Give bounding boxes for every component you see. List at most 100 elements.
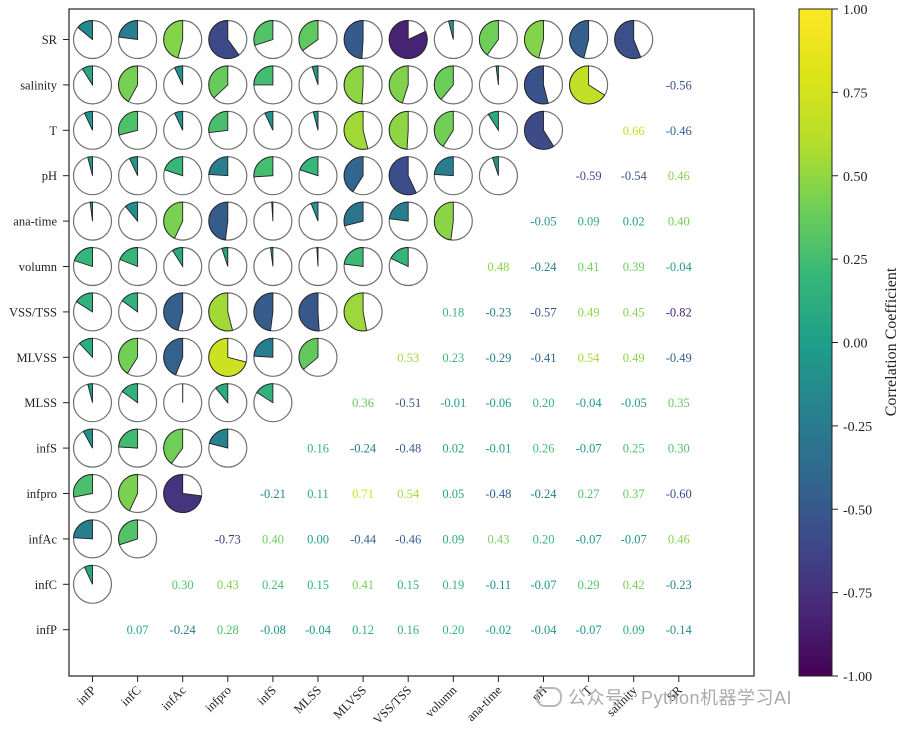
plot-frame (68, 8, 755, 677)
corr-value-infC-ana-time: -0.11 (486, 578, 512, 592)
corr-value-infS-T: -0.07 (576, 442, 602, 456)
pie-infS-infC (118, 428, 158, 468)
corr-value-salinity-SR: -0.56 (666, 78, 692, 92)
pie-MLVSS-infP (72, 337, 113, 377)
pie-pH-infpro (208, 156, 248, 196)
corr-value-ana-time-pH: -0.05 (530, 215, 556, 229)
x-tick-label: infS (254, 683, 279, 708)
pie-slice (118, 519, 139, 546)
pie-slice (163, 201, 184, 239)
pie-pH-ana-time (478, 156, 518, 196)
pie-slice (124, 201, 139, 223)
pie-SR-volumn (433, 19, 473, 60)
corr-value-infP-infAc: -0.24 (170, 623, 197, 637)
y-tick-label: pH (42, 169, 57, 183)
colorbar-tick-label: -0.25 (843, 420, 872, 435)
pie-slice (316, 247, 319, 267)
corr-value-MLSS-ana-time: -0.06 (485, 396, 511, 410)
pie-slice (73, 247, 93, 268)
pie-slice (271, 201, 274, 222)
pie-MLVSS-infpro (208, 337, 248, 377)
pie-SR-ana-time (478, 19, 518, 60)
pie-slice (343, 201, 364, 227)
corr-value-infS-volumn: 0.02 (442, 442, 464, 456)
pie-pH-MLSS (298, 156, 338, 196)
corr-value-infpro-infS: -0.21 (260, 487, 286, 501)
pie-ana-time-infAc (163, 201, 203, 241)
corr-value-infP-volumn: 0.20 (442, 623, 464, 637)
colorbar-tick-label: 0.75 (843, 86, 868, 101)
corr-value-infAc-infS: 0.40 (262, 532, 284, 546)
corr-value-ana-time-SR: 0.40 (668, 215, 690, 229)
pie-slice (524, 110, 555, 150)
pie-salinity-infAc (163, 65, 203, 105)
pie-VSS/TSS-infAc (163, 292, 203, 332)
pie-slice (119, 247, 139, 268)
corr-value-infP-MLSS: -0.04 (305, 623, 332, 637)
pie-slice (487, 110, 499, 132)
pie-VSS/TSS-infS (253, 292, 293, 332)
pie-slice (208, 292, 234, 332)
y-tick-label: infP (36, 623, 57, 637)
pie-slice (121, 292, 139, 313)
pie-slice (73, 474, 93, 498)
corr-value-infC-infS: 0.24 (262, 578, 285, 592)
corr-value-volumn-T: 0.41 (578, 260, 600, 274)
corr-value-volumn-pH: -0.24 (530, 260, 557, 274)
corr-value-infP-pH: -0.04 (530, 623, 557, 637)
pie-slice (343, 65, 364, 105)
y-tick-label: infAc (29, 532, 58, 546)
pie-MLVSS-infAc (163, 337, 203, 377)
pie-ana-time-infpro (208, 201, 248, 241)
x-tick-label: infP (74, 683, 99, 708)
corr-value-infP-T: -0.07 (576, 623, 602, 637)
corr-value-MLSS-T: -0.04 (576, 396, 603, 410)
corr-value-infC-volumn: 0.19 (442, 578, 464, 592)
pie-pH-infP (72, 156, 113, 196)
y-tick-label: infC (35, 578, 57, 592)
pie-ana-time-MLSS (298, 201, 338, 241)
pie-T-infAc (163, 110, 203, 150)
pie-slice (491, 156, 499, 176)
y-tick-label: MLSS (24, 396, 57, 410)
pie-slice (312, 110, 319, 131)
pie-infpro-infAc (163, 473, 203, 514)
pie-pH-MLVSS (343, 156, 383, 196)
pie-slice (253, 337, 274, 358)
corr-value-MLSS-pH: 0.20 (533, 396, 555, 410)
y-tick-label: salinity (20, 78, 58, 92)
corr-value-VSS/TSS-SR: -0.82 (666, 305, 692, 319)
corr-value-infAc-MLVSS: -0.44 (350, 532, 377, 546)
pie-slice (118, 20, 139, 41)
pie-slice (253, 20, 274, 46)
corr-value-T-SR: -0.46 (666, 124, 692, 138)
pie-slice (208, 337, 247, 377)
corr-value-infpro-MLVSS: 0.71 (352, 487, 374, 501)
corr-value-pH-SR: 0.46 (668, 169, 690, 183)
corr-value-infpro-pH: -0.24 (530, 487, 557, 501)
corr-value-infP-SR: -0.14 (666, 623, 693, 637)
pie-MLSS-infC (118, 383, 158, 423)
pie-T-volumn (433, 110, 473, 150)
pie-slice (298, 337, 319, 371)
pie-slice (253, 292, 274, 332)
pie-slice (118, 337, 139, 374)
colorbar: -1.00 -0.75 -0.50 -0.25 0.00 0.25 0.50 0.75 1.00… (798, 3, 900, 685)
pie-slice (343, 247, 364, 268)
pie-slice (390, 247, 409, 268)
y-tick-label: SR (42, 33, 58, 47)
pie-T-infS (253, 110, 293, 150)
pie-slice (388, 20, 428, 59)
corr-value-infS-ana-time: -0.01 (485, 442, 511, 456)
corr-value-infpro-VSS/TSS: 0.54 (397, 487, 420, 501)
pie-VSS/TSS-MLSS (298, 292, 338, 332)
x-tick-label: MLVSS (331, 683, 370, 722)
pie-volumn-VSS/TSS (388, 246, 428, 287)
corr-value-infS-SR: 0.30 (668, 442, 690, 456)
pie-salinity-T (568, 65, 609, 105)
x-tick-label: VSS/TSS (371, 683, 415, 727)
pie-MLSS-infAc (163, 383, 203, 423)
corr-value-infC-SR: -0.23 (666, 578, 692, 592)
corr-value-infC-T: 0.29 (578, 578, 600, 592)
corr-value-infAc-MLSS: 0.00 (307, 532, 329, 546)
